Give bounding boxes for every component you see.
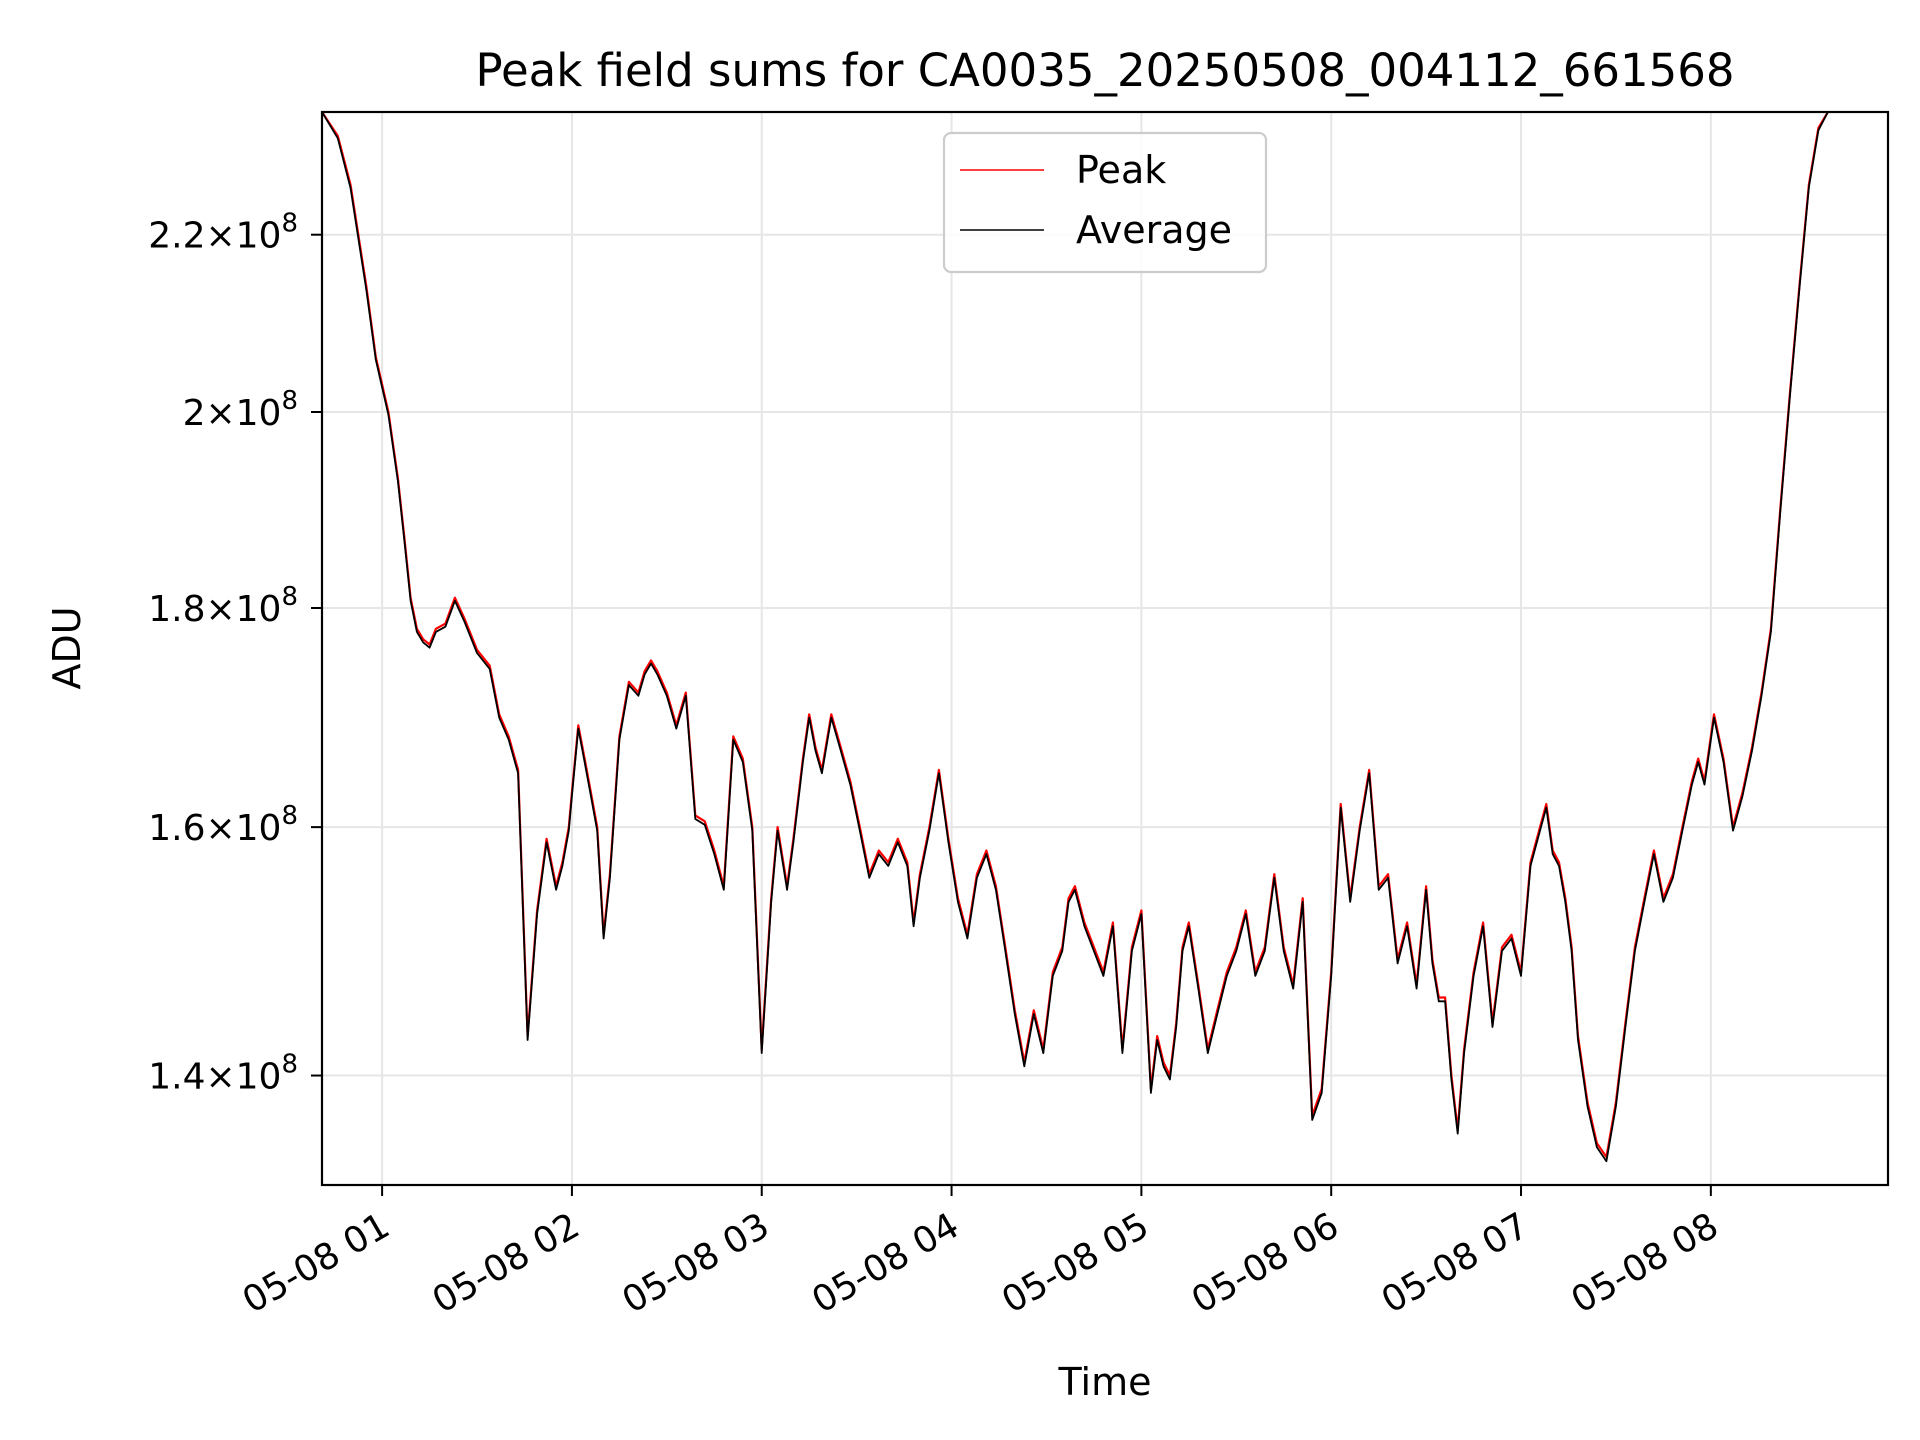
y-axis-label: ADU <box>45 606 89 689</box>
y-tick-label: 1.6×108 <box>148 801 298 849</box>
series-line-average <box>322 112 1829 1163</box>
series-layer <box>322 112 1829 1163</box>
legend-box <box>942 131 1268 274</box>
legend-average-label: Average <box>1076 208 1232 252</box>
y-tick-label: 1.4×108 <box>148 1050 298 1098</box>
y-tick-label: 2.2×108 <box>148 209 298 257</box>
y-tick-label: 2×108 <box>183 386 298 434</box>
y-tick-label: 1.8×108 <box>148 582 298 630</box>
x-axis-label: Time <box>1058 1360 1152 1404</box>
legend-peak-label: Peak <box>1076 148 1166 192</box>
chart-title: Peak field sums for CA0035_20250508_0041… <box>475 44 1734 97</box>
y-axis: 1.4×108 1.6×108 1.8×108 2×108 2.2×108 <box>148 209 322 1098</box>
grid-lines <box>322 112 1888 1185</box>
legend: Peak Average <box>942 131 1268 274</box>
plot-area-frame <box>320 110 1890 1187</box>
